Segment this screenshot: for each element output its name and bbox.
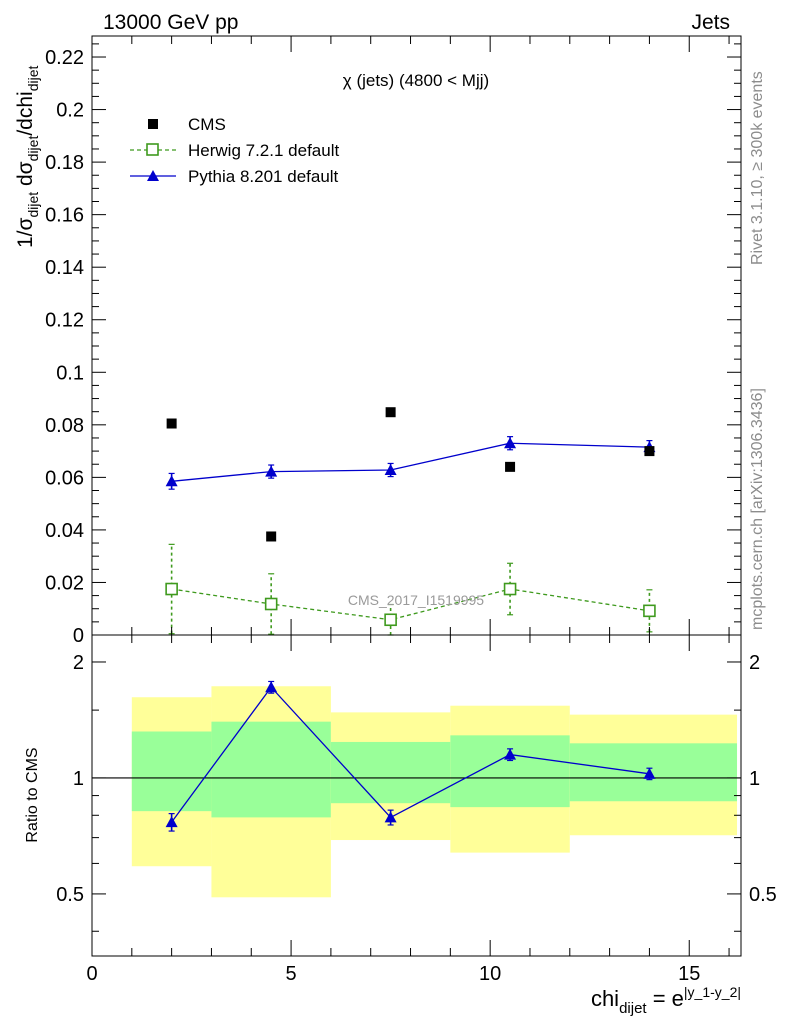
main-plot-panel: 0 0.02 0.04 0.06 0.08 0.1 0.12 0.14 0.16 0.18 0.2 0… [14, 35, 742, 647]
y-label-sub-a: dijet [25, 192, 41, 218]
y-label-sub-c: dijet [25, 66, 41, 92]
ratio-pythia-marker [265, 681, 278, 693]
y-label-part-a: 1/σ [14, 217, 37, 248]
main-y-tick-label: 0.02 [45, 572, 84, 594]
main-y-tick-label: 0.04 [45, 520, 84, 542]
x-label-sub-a: dijet [619, 1000, 647, 1017]
ratio-y-tick-label: 1 [73, 768, 84, 790]
x-label-part-a: chi [591, 986, 619, 1011]
legend-marker-cms [148, 119, 158, 129]
x-tick-label: 5 [286, 963, 297, 985]
ratio-y-tick-label: 2 [73, 652, 84, 674]
cms-data-point [166, 418, 177, 429]
analysis-watermark: CMS_2017_I1519995 [348, 592, 484, 608]
ratio-y-axis-label: Ratio to CMS [24, 747, 41, 842]
ratio-pythia-marker [165, 816, 178, 828]
ratio-green-band [569, 743, 738, 802]
main-y-tick-label: 0.08 [45, 415, 84, 437]
legend-label-herwig: Herwig 7.2.1 default [188, 141, 339, 160]
mcplots-site-label: mcplots.cern.ch [arXiv:1306.3436] [749, 388, 766, 630]
main-y-tick-label: 0.14 [45, 257, 84, 279]
pythia-marker [265, 465, 278, 477]
x-tick-label: 0 [86, 963, 97, 985]
x-tick-label: 10 [479, 963, 501, 985]
cms-data-point [505, 461, 516, 472]
y-label-part-c: /dchi [14, 91, 37, 135]
collision-energy-label: 13000 GeV pp [103, 11, 238, 34]
ratio-green-band [450, 735, 570, 808]
main-plot-title: χ (jets) (4800 < Mjj) [343, 71, 489, 90]
cms-data-point [266, 531, 277, 542]
herwig-marker [643, 604, 656, 618]
main-y-tick-label: 0.16 [45, 205, 84, 227]
pythia-marker [384, 464, 397, 476]
ratio-pythia-marker [643, 767, 656, 779]
process-label: Jets [691, 11, 730, 34]
y-label-part-b: dσ [14, 161, 37, 192]
ratio-y-tick-label-right: 1 [749, 768, 760, 790]
x-label-part-b: = e [647, 986, 684, 1011]
main-y-tick-label: 0.2 [56, 100, 84, 122]
x-label-sup-b: |y_1-y_2| [684, 984, 741, 1000]
pythia-marker [504, 437, 517, 449]
main-y-tick-label: 0.12 [45, 310, 84, 332]
ratio-green-band [330, 741, 451, 804]
ratio-green-band [211, 721, 331, 818]
y-label-sub-b: dijet [25, 136, 41, 162]
legend-label-pythia: Pythia 8.201 default [188, 167, 339, 186]
cms-data-point [644, 446, 655, 457]
main-y-tick-label: 0.06 [45, 467, 84, 489]
ratio-y-tick-label-right: 0.5 [749, 884, 777, 906]
ratio-y-tick-label-right: 2 [749, 652, 760, 674]
ratio-y-tick-label: 0.5 [56, 884, 84, 906]
main-y-tick-label: 0.22 [45, 47, 84, 69]
main-y-tick-label: 0 [73, 625, 84, 647]
legend-marker-pythia [147, 170, 159, 181]
pythia-marker [165, 475, 178, 487]
rivet-version-label: Rivet 3.1.10, ≥ 300k events [749, 71, 766, 265]
cms-data-point [385, 407, 396, 418]
main-y-tick-label: 0.18 [45, 152, 84, 174]
x-tick-label: 15 [678, 963, 700, 985]
legend-marker-herwig [146, 143, 159, 156]
x-axis-label: chidijet = e|y_1-y_2| [591, 984, 741, 1017]
herwig-marker [384, 613, 397, 627]
main-y-axis-label: 1/σdijet dσdijet/dchidijet [14, 66, 41, 248]
ratio-pythia-marker [504, 748, 517, 760]
ratio-green-band [131, 731, 212, 812]
herwig-marker [264, 597, 278, 611]
main-y-tick-label: 0.1 [56, 362, 84, 384]
legend-label-cms: CMS [188, 115, 226, 134]
ratio-pythia-marker [384, 811, 397, 823]
legend: CMS Herwig 7.2.1 default Pythia 8.201 de… [130, 115, 339, 186]
herwig-marker [165, 582, 178, 596]
herwig-marker [503, 582, 517, 596]
ratio-plot-panel: 0.5 0.5 1 1 2 2 0 5 10 15 Ratio to CMS chidijet =… [24, 634, 777, 1017]
pythia-line [171, 442, 650, 482]
